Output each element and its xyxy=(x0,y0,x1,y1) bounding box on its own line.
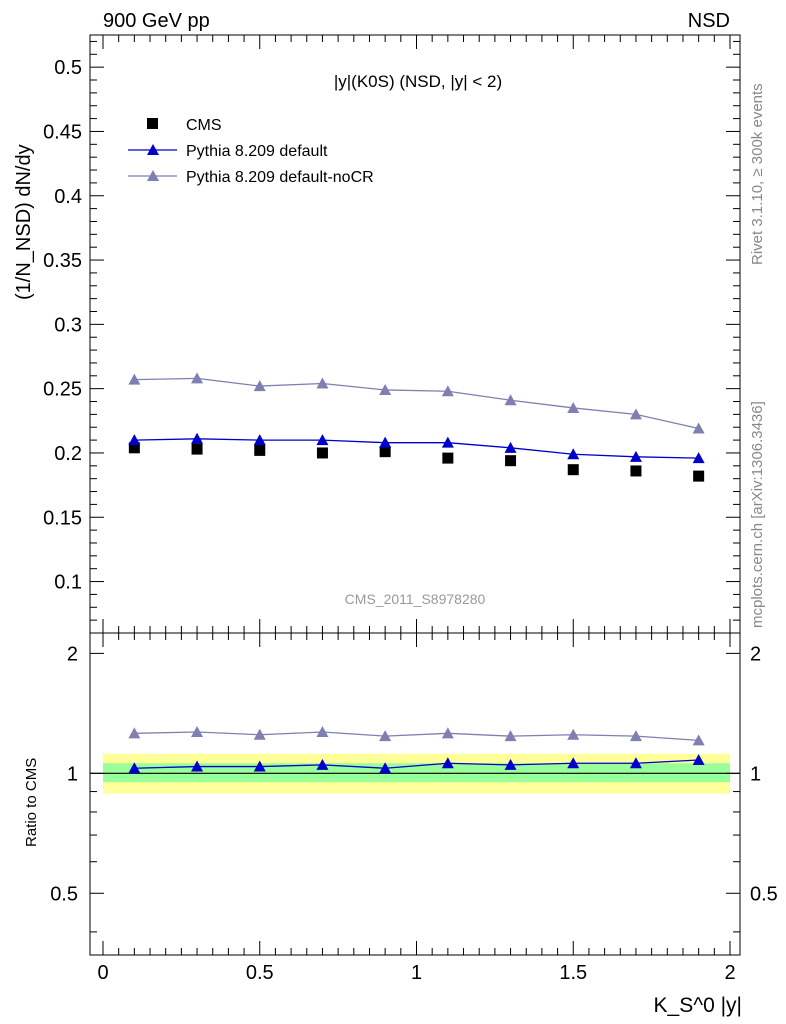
ratio-point-pythia-default xyxy=(567,757,580,769)
y-tick-label: 0.15 xyxy=(43,507,82,529)
data-point-pythia-nocr xyxy=(253,380,266,392)
data-point-cms xyxy=(379,446,391,458)
data-point-pythia-default xyxy=(191,432,204,444)
ratio-point-pythia-nocr xyxy=(441,727,454,739)
data-point-pythia-nocr xyxy=(379,383,392,395)
ratio-y-tick-label: 2 xyxy=(67,643,78,665)
legend-label-cms: CMS xyxy=(186,117,222,134)
ratio-y-tick-label-right: 1 xyxy=(750,763,761,785)
ratio-point-pythia-nocr xyxy=(253,728,266,740)
ratio-point-pythia-default xyxy=(128,762,141,774)
data-point-pythia-default xyxy=(504,441,517,453)
data-point-pythia-nocr xyxy=(191,372,204,384)
x-tick-label: 1 xyxy=(411,962,422,984)
ratio-point-pythia-default xyxy=(692,754,705,766)
legend-label-pythia-default: Pythia 8.209 default xyxy=(186,143,328,160)
legend-marker-cms xyxy=(147,118,158,129)
data-point-cms xyxy=(693,470,705,482)
ratio-point-pythia-default xyxy=(316,758,329,770)
y-tick-label: 0.35 xyxy=(43,250,82,272)
ratio-point-pythia-default xyxy=(441,757,454,769)
energy-label: 900 GeV pp xyxy=(103,10,210,32)
ratio-line-pythia-default xyxy=(134,759,699,769)
y-tick-label: 0.25 xyxy=(43,379,82,401)
y-tick-labels: 0.1 0.15 0.2 0.25 0.3 0.35 0.4 0.45 0.5 xyxy=(43,57,82,593)
ratio-point-pythia-nocr xyxy=(191,725,204,737)
data-point-pythia-nocr xyxy=(504,394,517,406)
ratio-point-pythia-default xyxy=(253,760,266,772)
ratio-plot-frame xyxy=(89,632,741,956)
ratio-line-pythia-nocr xyxy=(134,731,699,741)
data-point-pythia-default xyxy=(379,436,392,448)
ratio-series xyxy=(128,725,705,774)
data-point-pythia-nocr xyxy=(692,422,705,434)
y-tick-label: 0.5 xyxy=(54,57,82,79)
ratio-y-tick-label-right: 0.5 xyxy=(750,883,778,905)
ratio-point-pythia-nocr xyxy=(379,730,392,742)
data-point-cms xyxy=(630,465,642,477)
data-point-cms xyxy=(567,464,579,476)
x-tick-label: 1.5 xyxy=(559,962,587,984)
ratio-point-pythia-nocr xyxy=(629,730,642,742)
ratio-point-pythia-nocr xyxy=(504,730,517,742)
data-point-pythia-nocr xyxy=(629,408,642,420)
data-point-cms xyxy=(505,455,517,467)
data-point-pythia-nocr xyxy=(128,373,141,385)
data-point-pythia-default xyxy=(567,448,580,460)
series-line-pythia-default xyxy=(134,438,699,459)
x-tick-label: 0 xyxy=(97,962,108,984)
legend-marker-pythia-nocr xyxy=(147,170,159,181)
ratio-y-tick-label: 1 xyxy=(67,763,78,785)
x-tick-label: 0.5 xyxy=(246,962,274,984)
data-point-cms xyxy=(128,442,140,454)
legend: CMS Pythia 8.209 default Pythia 8.209 de… xyxy=(128,117,374,186)
data-point-pythia-default xyxy=(316,434,329,446)
data-point-pythia-default xyxy=(253,434,266,446)
ratio-y-tick-label: 0.5 xyxy=(50,883,78,905)
legend-label-pythia-nocr: Pythia 8.209 default-noCR xyxy=(186,169,374,186)
y-tick-label: 0.3 xyxy=(54,314,82,336)
ratio-y-tick-labels: 0.5 0.5 1 1 2 2 xyxy=(50,643,778,905)
ratio-point-pythia-nocr xyxy=(316,725,329,737)
source-label: mcplots.cern.ch [arXiv:1306.3436] xyxy=(749,401,766,628)
data-point-pythia-default xyxy=(692,452,705,464)
x-axis-label: K_S^0 |y| xyxy=(654,994,742,1017)
series-line-pythia-nocr xyxy=(134,377,699,430)
data-point-cms xyxy=(442,452,454,464)
data-point-pythia-nocr xyxy=(441,385,454,397)
x-tick-labels: 0 0.5 1 1.5 2 xyxy=(97,962,735,984)
x-tick-label: 2 xyxy=(724,962,735,984)
legend-marker-pythia-default xyxy=(147,144,159,155)
axis-ticks xyxy=(90,35,740,955)
data-point-pythia-default xyxy=(441,436,454,448)
data-point-pythia-default xyxy=(629,450,642,462)
ratio-point-pythia-nocr xyxy=(567,728,580,740)
data-point-pythia-default xyxy=(128,434,141,446)
main-series xyxy=(128,372,705,482)
ratio-y-axis-label: Ratio to CMS xyxy=(23,758,40,847)
y-tick-label: 0.45 xyxy=(43,121,82,143)
ratio-y-tick-label-right: 2 xyxy=(750,643,761,665)
y-tick-label: 0.4 xyxy=(54,186,82,208)
data-point-cms xyxy=(316,447,328,459)
data-point-cms xyxy=(254,444,266,456)
y-tick-label: 0.2 xyxy=(54,443,82,465)
data-point-pythia-nocr xyxy=(316,377,329,389)
ratio-point-pythia-default xyxy=(379,762,392,774)
rivet-label: Rivet 3.1.10, ≥ 300k events xyxy=(749,83,766,265)
y-tick-label: 0.1 xyxy=(54,572,82,594)
ratio-point-pythia-default xyxy=(629,757,642,769)
chart-title: |y|(K0S) (NSD, |y| < 2) xyxy=(334,72,502,91)
data-point-pythia-nocr xyxy=(567,401,580,413)
data-point-cms xyxy=(191,443,203,455)
ratio-point-pythia-default xyxy=(504,758,517,770)
process-label: NSD xyxy=(688,10,730,32)
ratio-point-pythia-default xyxy=(191,760,204,772)
analysis-id: CMS_2011_S8978280 xyxy=(345,591,486,607)
ratio-point-pythia-nocr xyxy=(692,734,705,746)
ratio-point-pythia-nocr xyxy=(128,727,141,739)
y-axis-label: (1/N_NSD) dN/dy xyxy=(13,144,35,300)
